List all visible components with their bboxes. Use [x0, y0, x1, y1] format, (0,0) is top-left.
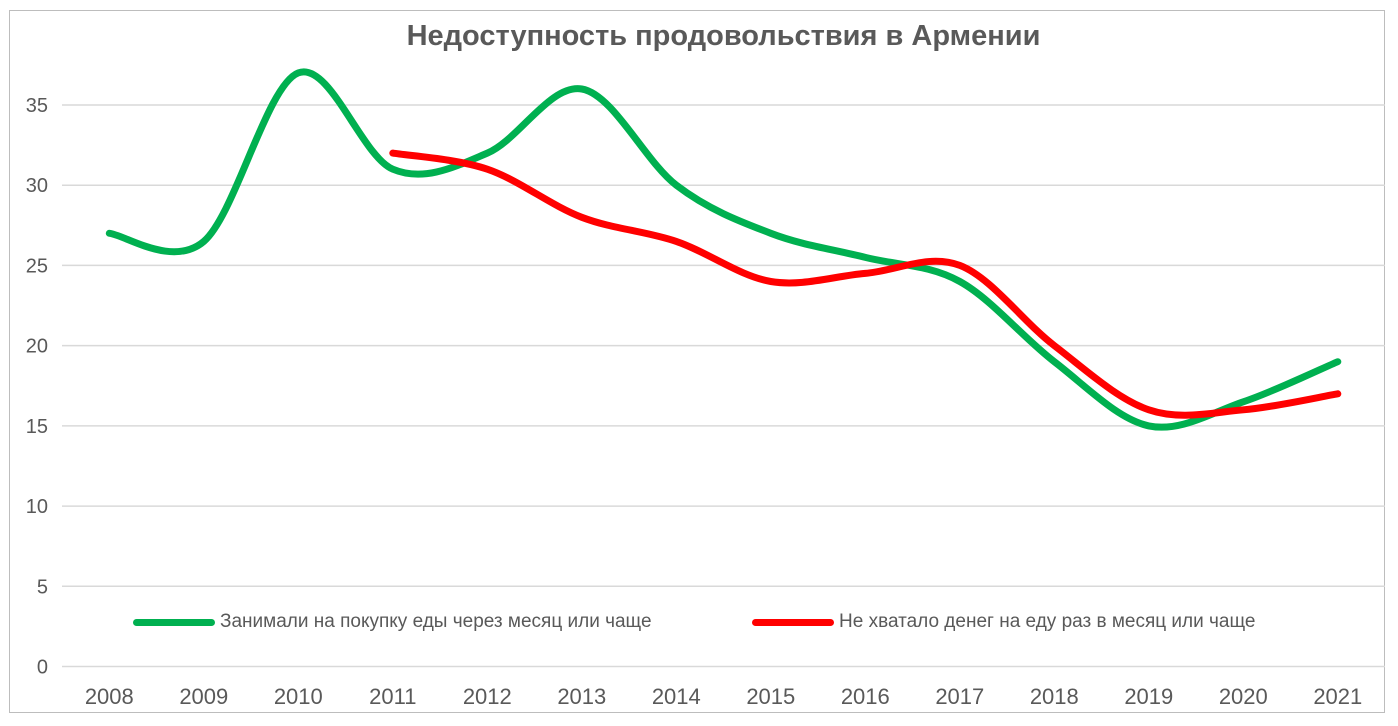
x-axis-tick-label: 2009 [179, 684, 228, 709]
legend-item-green-series: Занимали на покупку еды через месяц или … [133, 608, 652, 636]
y-axis-tick-label: 15 [26, 416, 48, 438]
x-axis-tick-label: 2013 [557, 684, 606, 709]
green-series-swatch [133, 618, 215, 626]
y-axis-tick-label: 0 [37, 657, 48, 679]
legend-item-red-series: Не хватало денег на еду раз в месяц или … [752, 608, 1255, 636]
x-axis-tick-label: 2008 [85, 684, 134, 709]
red-series-legend-label: Не хватало денег на еду раз в месяц или … [839, 611, 1256, 632]
x-axis-tick-label: 2019 [1124, 684, 1173, 709]
x-axis-tick-label: 2011 [369, 684, 416, 709]
red-series-swatch [752, 618, 834, 626]
x-axis-tick-label: 2016 [841, 684, 890, 709]
x-axis-tick-label: 2012 [463, 684, 512, 709]
y-axis-tick-label: 25 [26, 255, 48, 277]
y-axis-tick-label: 20 [26, 336, 48, 358]
y-axis-tick-label: 35 [26, 95, 48, 117]
green-series-legend-label: Занимали на покупку еды через месяц или … [220, 611, 652, 632]
chart-title: Недоступность продовольствия в Армении [406, 20, 1041, 52]
not-enough-money-for-food-line [389, 149, 1342, 419]
x-axis-tick-label: 2020 [1219, 684, 1268, 709]
x-axis-tick-label: 2014 [652, 684, 701, 709]
borrowed-money-for-food-line [105, 68, 1342, 431]
x-axis-tick-label: 2017 [935, 684, 984, 709]
y-axis-tick-label: 10 [26, 496, 48, 518]
y-axis-tick-label: 30 [26, 175, 48, 197]
x-axis-tick-label: 2010 [274, 684, 323, 709]
y-axis-tick-label: 5 [37, 576, 48, 598]
x-axis-tick-label: 2015 [746, 684, 795, 709]
x-axis-tick-label: 2021 [1313, 684, 1362, 709]
x-axis-tick-label: 2018 [1030, 684, 1079, 709]
chart-border [9, 10, 1385, 713]
